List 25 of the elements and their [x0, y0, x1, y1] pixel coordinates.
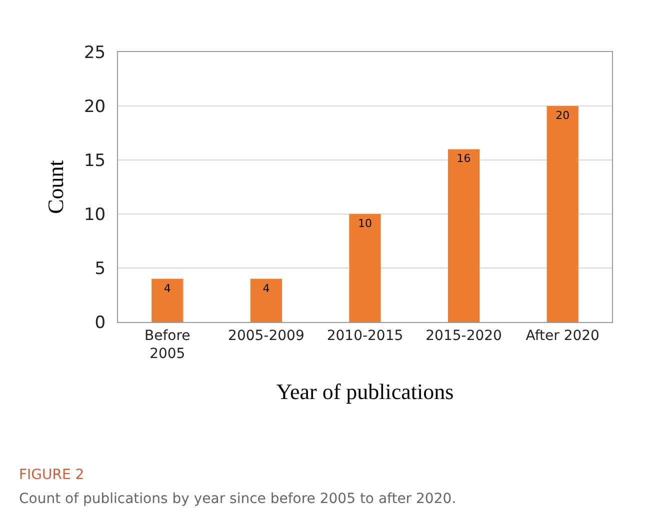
- caption: FIGURE 2: [19, 467, 84, 483]
- data-label: 4: [164, 282, 171, 295]
- data-label: 10: [358, 217, 372, 230]
- bar: [546, 106, 578, 322]
- data-label: 16: [456, 152, 471, 166]
- y-tick-label: 0: [94, 312, 106, 333]
- data-label: 20: [556, 109, 570, 122]
- x-tick-label: 2015-2020: [426, 328, 502, 344]
- y-tick-label: 25: [84, 42, 106, 63]
- y-tick-label: 20: [84, 96, 106, 117]
- x-tick-label: After 2020: [526, 328, 600, 344]
- bar: [349, 214, 381, 322]
- text: Count of publications by year since before 2005 to after 2020.: [19, 491, 456, 507]
- bar: [250, 278, 282, 322]
- x-tick-label: Before 2005: [144, 328, 190, 362]
- x-axis-title: Year of publications: [276, 378, 454, 404]
- x-tick-label: 2010-2015: [326, 328, 404, 344]
- bar: [448, 149, 480, 322]
- y-tick-label: 15: [84, 150, 106, 171]
- x-tick-label: 2005-2009: [228, 328, 304, 344]
- bar: [152, 278, 184, 322]
- y-tick-label: 10: [84, 204, 106, 225]
- data-label: 4: [262, 282, 270, 295]
- y-tick-label: 5: [94, 258, 106, 279]
- y-axis-title: Count: [42, 160, 68, 214]
